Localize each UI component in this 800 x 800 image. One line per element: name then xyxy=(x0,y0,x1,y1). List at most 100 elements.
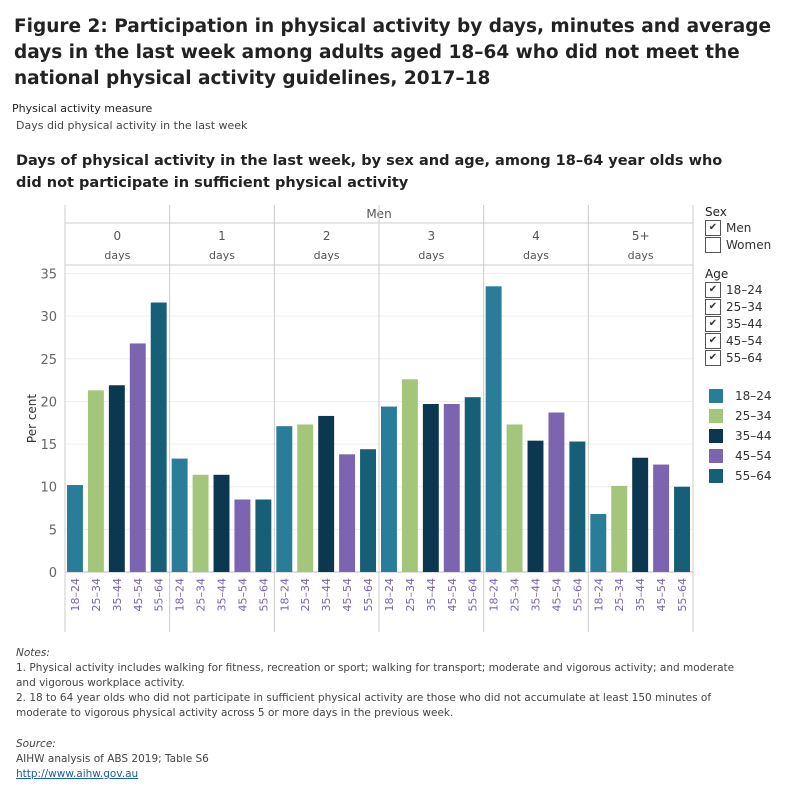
x-tick-label: 25–34 xyxy=(613,578,626,612)
bar-0-days-18–24[interactable] xyxy=(67,485,83,572)
x-tick-label: 55–64 xyxy=(571,578,584,612)
color-legend-label: 55–64 xyxy=(735,469,772,483)
panel-unit: days xyxy=(523,249,549,262)
bar-3-days-18–24[interactable] xyxy=(381,406,397,572)
sex-option[interactable]: ✔ Men xyxy=(705,219,772,236)
x-tick-label: 45–54 xyxy=(550,578,563,612)
x-tick-label: 45–54 xyxy=(655,578,668,612)
checkbox[interactable] xyxy=(705,236,721,253)
checkbox-label: 45–54 xyxy=(726,333,763,348)
bar-2-days-18–24[interactable] xyxy=(276,426,293,572)
panel-unit: days xyxy=(209,249,235,262)
checkbox-label: Men xyxy=(726,220,752,235)
measure-filter-value[interactable]: Days did physical activity in the last w… xyxy=(16,119,248,132)
bar-2-days-55–64[interactable] xyxy=(360,449,376,572)
bar-2-days-45–54[interactable] xyxy=(339,454,356,572)
bar-4-days-35–44[interactable] xyxy=(527,440,544,572)
x-tick-label: 45–54 xyxy=(446,578,459,612)
bar-3-days-55–64[interactable] xyxy=(464,397,481,572)
x-tick-label: 55–64 xyxy=(257,578,270,612)
x-tick-label: 25–34 xyxy=(509,578,522,612)
checkbox[interactable]: ✔ xyxy=(705,315,721,332)
color-legend-item: 55–64 xyxy=(709,466,772,486)
x-tick-label: 35–44 xyxy=(530,578,543,612)
color-legend-item: 18–24 xyxy=(709,386,772,406)
age-option[interactable]: ✔ 35–44 xyxy=(705,315,772,332)
bar-0-days-45–54[interactable] xyxy=(129,343,146,572)
checkbox[interactable]: ✔ xyxy=(705,298,721,315)
panel-unit: days xyxy=(418,249,444,262)
bar-4-days-18–24[interactable] xyxy=(485,286,502,572)
checkbox-label: Women xyxy=(726,237,772,252)
bar-1-days-45–54[interactable] xyxy=(234,499,251,572)
bar-5+-days-18–24[interactable] xyxy=(590,514,607,572)
bar-4-days-25–34[interactable] xyxy=(506,424,523,572)
y-axis-label: Per cent xyxy=(25,394,39,444)
sex-filter: Sex ✔ Men Women Age ✔ 18–24 ✔ 25–34 ✔ 35–44 ✔ 45–… xyxy=(705,205,772,486)
checkbox[interactable]: ✔ xyxy=(705,281,721,298)
bar-5+-days-55–64[interactable] xyxy=(674,486,690,572)
x-tick-label: 55–64 xyxy=(467,578,480,612)
color-swatch xyxy=(709,429,723,443)
color-legend-item: 35–44 xyxy=(709,426,772,446)
bar-1-days-18–24[interactable] xyxy=(171,458,188,572)
x-tick-label: 18–24 xyxy=(592,578,605,612)
source-heading: Source: xyxy=(16,738,56,750)
color-swatch xyxy=(709,449,723,463)
x-tick-label: 25–34 xyxy=(404,578,417,612)
bar-0-days-55–64[interactable] xyxy=(150,302,167,572)
checkbox[interactable]: ✔ xyxy=(705,349,721,366)
panel-label: 2 xyxy=(323,229,331,243)
bar-4-days-45–54[interactable] xyxy=(548,412,565,572)
checkbox-label: 25–34 xyxy=(726,299,763,314)
bar-5+-days-45–54[interactable] xyxy=(653,464,670,572)
chart-title: Days of physical activity in the last we… xyxy=(16,153,723,191)
panel-label: 0 xyxy=(114,229,122,243)
age-option[interactable]: ✔ 18–24 xyxy=(705,281,772,298)
y-tick-label: 20 xyxy=(40,395,57,410)
color-legend-item: 45–54 xyxy=(709,446,772,466)
source-link[interactable]: http://www.aihw.gov.au xyxy=(16,768,139,780)
x-tick-label: 35–44 xyxy=(111,578,124,612)
bar-1-days-35–44[interactable] xyxy=(213,474,230,572)
color-swatch xyxy=(709,469,723,483)
x-tick-label: 18–24 xyxy=(488,578,501,612)
sex-option[interactable]: Women xyxy=(705,236,772,253)
bar-5+-days-25–34[interactable] xyxy=(611,485,628,572)
bar-3-days-35–44[interactable] xyxy=(422,404,439,572)
bar-0-days-25–34[interactable] xyxy=(87,390,104,572)
panel-label: 1 xyxy=(218,229,226,243)
x-tick-label: 55–64 xyxy=(362,578,375,612)
bar-0-days-35–44[interactable] xyxy=(108,385,125,572)
bar-2-days-25–34[interactable] xyxy=(297,424,314,572)
x-tick-label: 18–24 xyxy=(69,578,82,612)
checkbox[interactable]: ✔ xyxy=(705,332,721,349)
x-tick-label: 35–44 xyxy=(634,578,647,612)
bar-3-days-45–54[interactable] xyxy=(443,404,460,572)
bar-4-days-55–64[interactable] xyxy=(569,441,586,572)
color-legend-label: 35–44 xyxy=(735,429,772,443)
notes: Notes: 1. Physical activity includes wal… xyxy=(16,646,756,782)
x-tick-label: 25–34 xyxy=(299,578,312,612)
checkbox-label: 55–64 xyxy=(726,350,763,365)
bar-5+-days-35–44[interactable] xyxy=(632,457,649,572)
x-tick-label: 25–34 xyxy=(195,578,208,612)
color-legend-label: 25–34 xyxy=(735,409,772,423)
bar-1-days-25–34[interactable] xyxy=(192,474,209,572)
checkbox[interactable]: ✔ xyxy=(705,219,721,236)
x-tick-label: 45–54 xyxy=(341,578,354,612)
checkbox-label: 18–24 xyxy=(726,282,763,297)
bar-1-days-55–64[interactable] xyxy=(255,499,272,572)
age-option[interactable]: ✔ 25–34 xyxy=(705,298,772,315)
y-tick-label: 30 xyxy=(40,310,57,325)
y-tick-label: 0 xyxy=(49,566,57,581)
figure-title: Figure 2: Participation in physical acti… xyxy=(14,16,772,89)
bar-3-days-25–34[interactable] xyxy=(401,379,418,572)
age-option[interactable]: ✔ 55–64 xyxy=(705,349,772,366)
age-option[interactable]: ✔ 45–54 xyxy=(705,332,772,349)
bar-2-days-35–44[interactable] xyxy=(318,415,335,572)
x-tick-label: 35–44 xyxy=(425,578,438,612)
x-tick-label: 45–54 xyxy=(236,578,249,612)
x-tick-label: 35–44 xyxy=(320,578,333,612)
x-tick-label: 25–34 xyxy=(90,578,103,612)
